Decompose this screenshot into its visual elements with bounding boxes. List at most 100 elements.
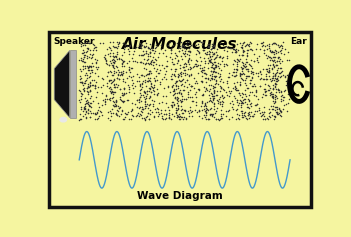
Point xyxy=(92,87,98,90)
Point xyxy=(246,74,251,78)
Point xyxy=(267,77,273,81)
Point xyxy=(120,71,126,75)
Point xyxy=(113,100,119,104)
Point xyxy=(139,53,145,57)
Point xyxy=(211,46,217,50)
Point xyxy=(243,97,248,101)
Point xyxy=(208,83,214,87)
Point xyxy=(208,99,214,103)
Point xyxy=(224,46,230,49)
Point xyxy=(236,101,241,105)
Point xyxy=(246,93,252,97)
Point xyxy=(280,96,286,99)
Point xyxy=(147,69,153,73)
Point xyxy=(184,78,189,82)
Point xyxy=(204,81,209,84)
Point xyxy=(152,107,158,111)
Point xyxy=(141,66,147,70)
Point xyxy=(108,90,114,94)
Point xyxy=(176,73,181,77)
Point xyxy=(216,101,221,105)
Point xyxy=(267,58,273,61)
Point xyxy=(207,87,213,91)
Point xyxy=(176,96,181,100)
Point xyxy=(159,100,165,104)
Point xyxy=(199,66,205,70)
Point xyxy=(275,67,280,70)
Point xyxy=(272,84,277,88)
Point xyxy=(115,83,121,87)
Point xyxy=(284,102,289,106)
Point xyxy=(242,82,248,85)
Point xyxy=(159,77,165,81)
Point xyxy=(143,115,148,119)
Point xyxy=(180,51,186,55)
Point xyxy=(173,79,179,83)
Point xyxy=(227,101,233,105)
Point xyxy=(113,99,119,102)
Point xyxy=(273,80,279,83)
Point xyxy=(234,67,239,70)
Point xyxy=(188,73,194,77)
Point xyxy=(275,56,280,60)
Point xyxy=(145,79,150,83)
Point xyxy=(87,88,93,92)
Point xyxy=(280,73,285,77)
Point xyxy=(244,74,249,78)
Point xyxy=(223,62,229,66)
Point xyxy=(110,79,115,83)
Point xyxy=(272,61,278,64)
Point xyxy=(141,52,147,56)
Point xyxy=(270,87,276,91)
Point xyxy=(86,84,91,88)
Point xyxy=(206,42,211,46)
Point xyxy=(138,100,144,103)
Point xyxy=(279,114,284,118)
Point xyxy=(200,93,206,97)
Point xyxy=(95,74,101,77)
Point xyxy=(170,89,176,93)
Point xyxy=(179,48,185,51)
Point xyxy=(124,99,129,102)
Point xyxy=(147,113,153,116)
Point xyxy=(206,59,212,63)
Point xyxy=(87,83,93,87)
Point xyxy=(247,64,253,67)
Point xyxy=(184,78,190,82)
Point xyxy=(212,85,217,89)
Point xyxy=(253,109,258,113)
Point xyxy=(178,72,184,76)
Point xyxy=(285,58,290,62)
Point xyxy=(217,41,223,45)
Point xyxy=(208,65,214,69)
Point xyxy=(157,80,163,83)
Point xyxy=(147,117,152,120)
Point xyxy=(205,76,210,80)
Point xyxy=(105,84,110,88)
Point xyxy=(276,43,281,47)
Point xyxy=(145,72,150,76)
Point xyxy=(175,99,180,103)
Point xyxy=(210,52,216,56)
Point xyxy=(235,103,240,107)
Point xyxy=(84,98,90,102)
Point xyxy=(188,84,194,87)
Point xyxy=(240,71,246,75)
Point xyxy=(129,78,135,82)
Point xyxy=(173,88,179,91)
Point xyxy=(219,104,225,108)
Point xyxy=(195,49,201,52)
Point xyxy=(113,99,118,102)
Point xyxy=(243,64,249,68)
Point xyxy=(245,111,251,114)
Point xyxy=(140,107,146,111)
Point xyxy=(199,80,204,84)
Point xyxy=(209,76,214,80)
Point xyxy=(147,50,153,53)
Point xyxy=(179,99,184,103)
Point xyxy=(272,81,278,85)
Point xyxy=(237,74,243,78)
Point xyxy=(239,73,245,76)
Point xyxy=(108,48,114,52)
Point xyxy=(257,71,263,74)
